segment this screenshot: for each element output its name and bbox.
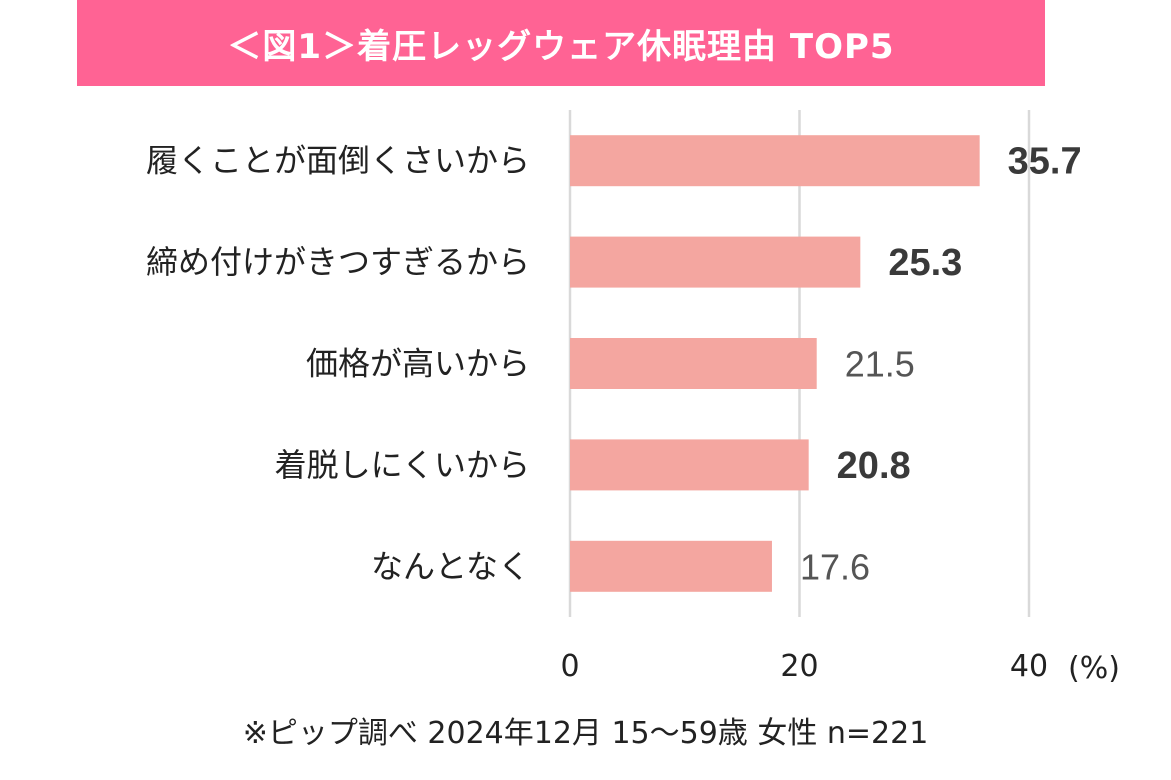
bar <box>570 540 772 592</box>
value-label: 17.6 <box>800 546 870 587</box>
category-label: 締め付けがきつすぎるから <box>146 243 530 281</box>
source-note: ※ピップ調べ 2024年12月 15〜59歳 女性 n=221 <box>242 716 929 751</box>
bar <box>570 135 980 187</box>
title-banner: ＜図1＞着圧レッグウェア休眠理由 TOP5 <box>77 0 1045 86</box>
x-tick-label: 40 <box>1010 649 1048 684</box>
x-tick-label: 0 <box>560 649 579 684</box>
value-label: 25.3 <box>888 242 962 284</box>
category-label: 価格が高いから <box>306 345 530 383</box>
bar <box>570 338 817 389</box>
value-label: 20.8 <box>837 445 911 487</box>
x-axis-unit: (%) <box>1068 651 1120 686</box>
value-label: 21.5 <box>845 344 915 385</box>
bar <box>570 236 861 288</box>
x-tick-label: 20 <box>780 649 818 684</box>
category-label: 着脱しにくいから <box>275 446 530 484</box>
chart-title: ＜図1＞着圧レッグウェア休眠理由 TOP5 <box>227 26 895 67</box>
category-label: なんとなく <box>371 547 530 585</box>
category-label: 履くことが面倒くさいから <box>146 142 530 180</box>
value-label: 35.7 <box>1008 141 1082 183</box>
bar <box>570 439 809 491</box>
